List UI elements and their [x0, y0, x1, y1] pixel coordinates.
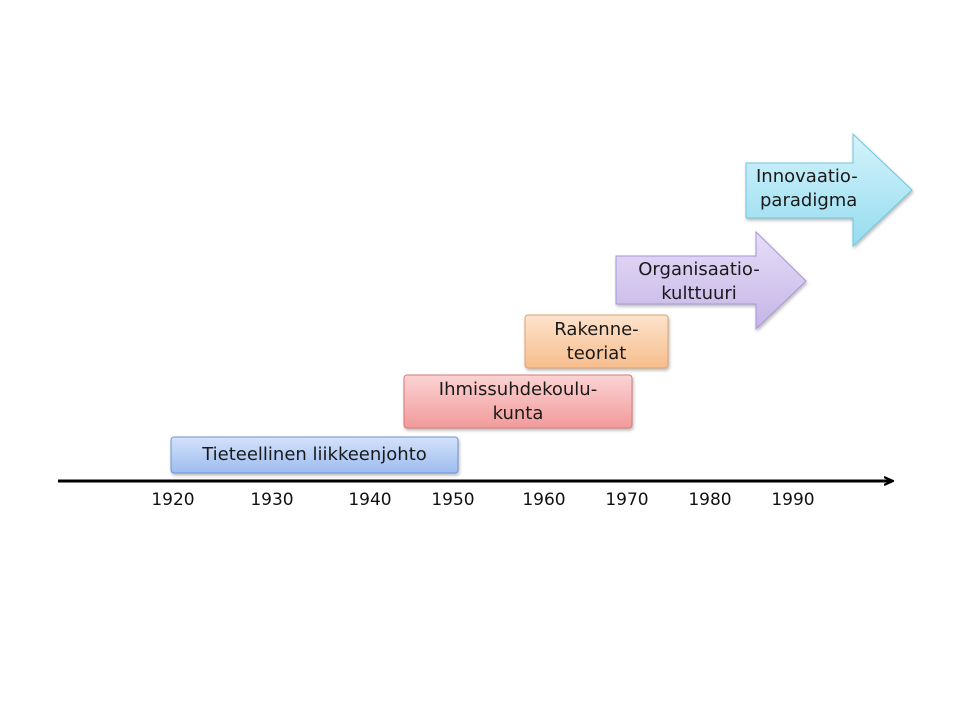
era-label-rakenne: Rakenne- teoriat: [525, 318, 668, 366]
year-label: 1990: [771, 490, 815, 510]
era-arrow-innovaatio: [745, 132, 913, 248]
year-label: 1970: [605, 490, 649, 510]
era-label-line: kunta: [492, 403, 544, 424]
year-label: 1930: [250, 490, 294, 510]
era-label-organisaatio: Organisaatio- kulttuuri: [616, 258, 782, 306]
era-label-line: Organisaatio-: [638, 259, 760, 280]
era-box-rakenne: [524, 314, 669, 369]
era-box-tieteellinen: [170, 436, 459, 474]
era-label-line: teoriat: [566, 343, 627, 364]
year-label: 1920: [151, 490, 195, 510]
era-label-ihmissuhde: Ihmissuhdekoulu- kunta: [404, 378, 632, 426]
year-label: 1950: [431, 490, 475, 510]
era-label-tieteellinen: Tieteellinen liikkeenjohto: [171, 443, 458, 467]
year-label: 1940: [348, 490, 392, 510]
era-label-line: paradigma: [760, 190, 858, 211]
era-box-ihmissuhde: [403, 374, 633, 429]
era-label-line: Innovaatio-: [756, 166, 858, 187]
era-label-line: Tieteellinen liikkeenjohto: [202, 444, 427, 465]
era-label-line: Rakenne-: [554, 319, 639, 340]
era-arrow-organisaatio: [615, 230, 807, 331]
era-label-line: Ihmissuhdekoulu-: [438, 379, 598, 400]
era-label-innovaatio: Innovaatio- paradigma: [746, 165, 886, 213]
year-label: 1980: [688, 490, 732, 510]
era-label-line: kulttuuri: [661, 283, 737, 304]
year-label: 1960: [522, 490, 566, 510]
